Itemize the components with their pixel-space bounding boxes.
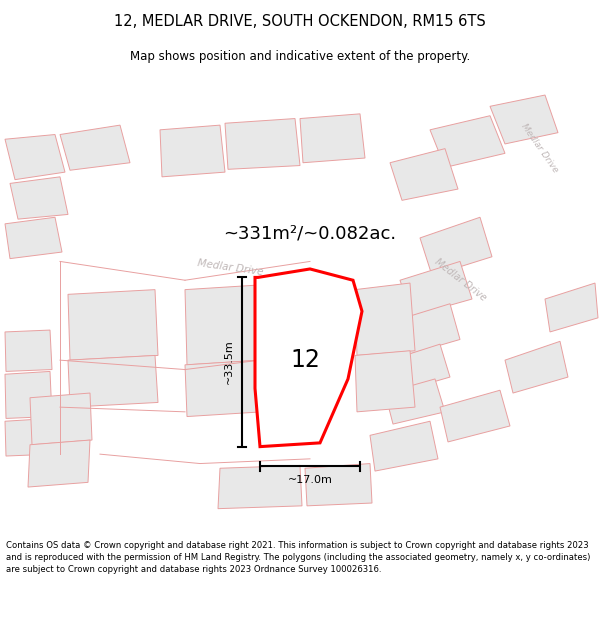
Polygon shape (225, 119, 300, 169)
Text: Medlar Drive: Medlar Drive (432, 257, 488, 303)
Polygon shape (390, 344, 450, 392)
Polygon shape (400, 261, 472, 316)
Polygon shape (185, 285, 262, 365)
Polygon shape (545, 283, 598, 332)
Polygon shape (5, 418, 52, 456)
Polygon shape (0, 78, 600, 294)
Polygon shape (160, 125, 225, 177)
Text: ~331m²/~0.082ac.: ~331m²/~0.082ac. (223, 224, 397, 243)
Polygon shape (28, 440, 90, 487)
Polygon shape (5, 371, 52, 418)
Polygon shape (5, 217, 62, 259)
Text: 12: 12 (290, 348, 320, 372)
Polygon shape (68, 289, 158, 360)
Polygon shape (255, 269, 362, 447)
Text: Map shows position and indicative extent of the property.: Map shows position and indicative extent… (130, 50, 470, 62)
Text: 12, MEDLAR DRIVE, SOUTH OCKENDON, RM15 6TS: 12, MEDLAR DRIVE, SOUTH OCKENDON, RM15 6… (114, 14, 486, 29)
Polygon shape (395, 304, 460, 356)
Polygon shape (185, 360, 262, 416)
Polygon shape (385, 379, 445, 424)
Polygon shape (305, 464, 372, 506)
Polygon shape (355, 283, 415, 356)
Polygon shape (430, 116, 505, 168)
Polygon shape (30, 393, 92, 445)
Polygon shape (0, 252, 65, 454)
Text: ~17.0m: ~17.0m (287, 474, 332, 484)
Polygon shape (505, 341, 568, 393)
Polygon shape (390, 149, 458, 201)
Polygon shape (300, 114, 365, 162)
Polygon shape (420, 217, 492, 276)
Polygon shape (68, 356, 158, 407)
Text: Contains OS data © Crown copyright and database right 2021. This information is : Contains OS data © Crown copyright and d… (6, 541, 590, 574)
Polygon shape (370, 421, 438, 471)
Text: Medlar Drive: Medlar Drive (196, 259, 263, 278)
Polygon shape (60, 125, 130, 170)
Polygon shape (320, 259, 600, 398)
Text: Medlar Drive: Medlar Drive (520, 122, 560, 175)
Text: ~33.5m: ~33.5m (224, 339, 234, 384)
Polygon shape (440, 390, 510, 442)
Polygon shape (10, 177, 68, 219)
Polygon shape (5, 330, 52, 371)
Polygon shape (355, 351, 415, 412)
Polygon shape (490, 95, 558, 144)
Polygon shape (5, 134, 65, 179)
Polygon shape (70, 468, 340, 511)
Polygon shape (218, 466, 302, 509)
